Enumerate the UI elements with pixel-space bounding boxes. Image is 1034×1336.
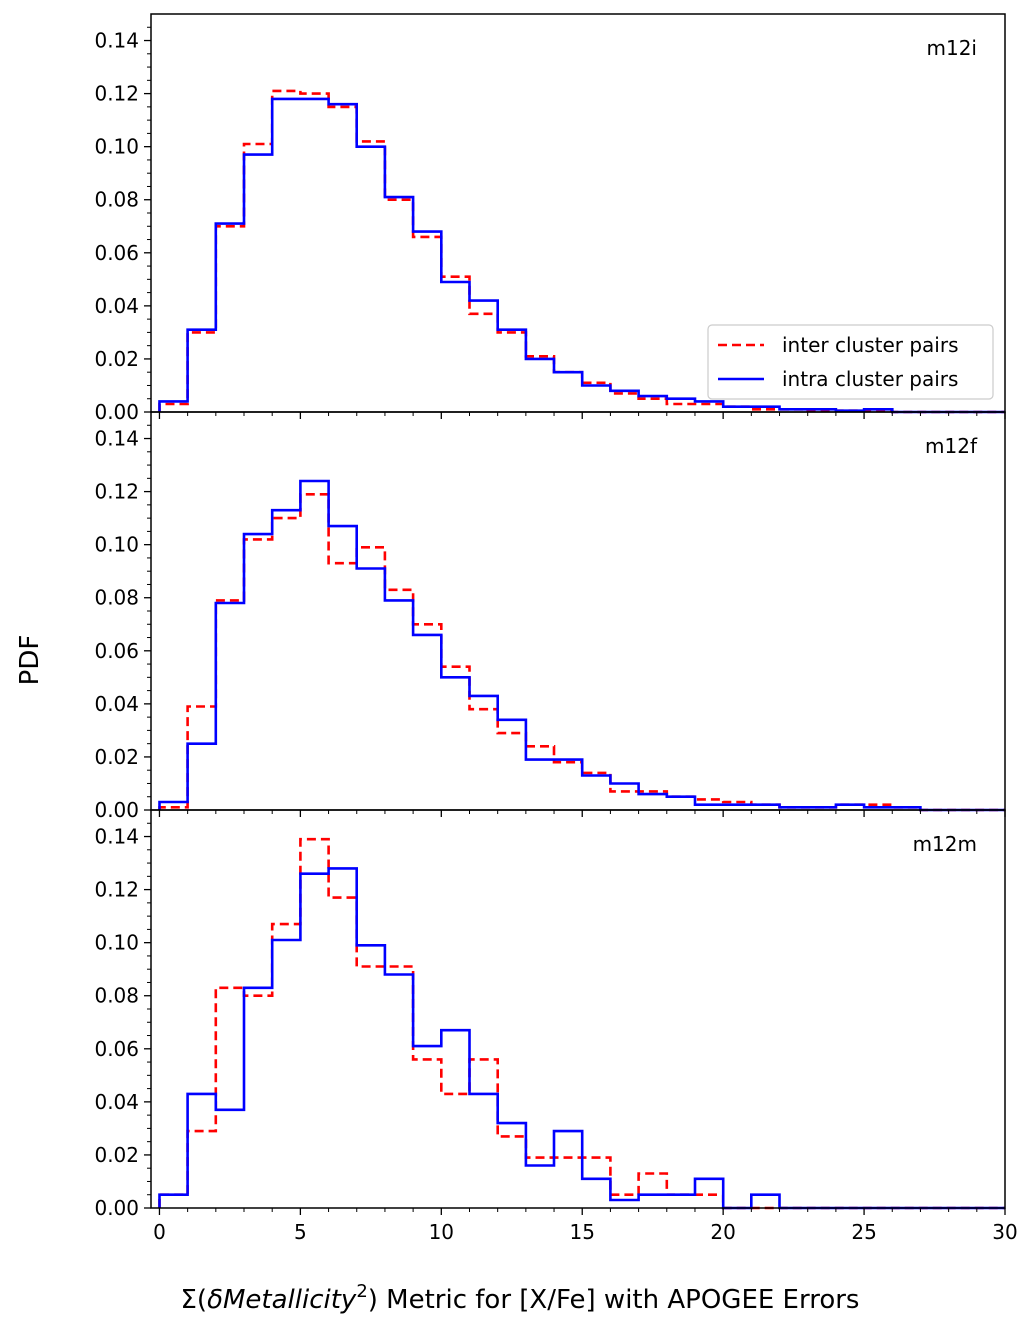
series-intra-cluster-pairs-m12m: [158, 867, 1005, 1210]
legend-box: [707, 324, 994, 400]
y-tick-label: 0.00: [94, 400, 139, 424]
x-tick-label: 30: [992, 1220, 1017, 1244]
y-tick-label: 0.14: [94, 825, 139, 849]
panel-m12i: 0.00 0.02 0.04 0.06 0.08 0.10 0.12 0.14 m12i: [94, 13, 1006, 424]
series-intra-cluster-pairs-m12f: [158, 479, 1005, 812]
panel-label-m12m: m12m: [913, 832, 977, 856]
panel-label-m12i: m12i: [927, 36, 978, 60]
legend-label-inter-cluster-pairs: inter cluster pairs: [782, 333, 958, 357]
x-tick-label: 15: [570, 1220, 595, 1244]
x-tick-label: 10: [429, 1220, 454, 1244]
x-tick-label: 0: [153, 1220, 166, 1244]
y-tick-label: 0.12: [94, 878, 139, 902]
panel-label-m12f: m12f: [925, 434, 978, 458]
y-tick-label: 0.06: [94, 241, 139, 265]
y-tick-label: 0.06: [94, 639, 139, 663]
y-tick-label: 0.14: [94, 29, 139, 53]
y-tick-label: 0.02: [94, 347, 139, 371]
y-tick-label: 0.02: [94, 745, 139, 769]
x-axis-label: Σ(δMetallicity2) Metric for [X/Fe] with …: [181, 1281, 860, 1315]
y-tick-label: 0.10: [94, 931, 139, 955]
y-tick-label: 0.00: [94, 1196, 139, 1220]
y-tick-label: 0.02: [94, 1143, 139, 1167]
y-tick-label: 0.12: [94, 480, 139, 504]
x-tick-label: 5: [294, 1220, 307, 1244]
y-tick-label: 0.08: [94, 188, 139, 212]
series-intra-cluster-pairs-m12i: [158, 97, 1005, 414]
y-tick-label: 0.04: [94, 692, 139, 716]
y-tick-label: 0.04: [94, 294, 139, 318]
panel-m12f: 0.00 0.02 0.04 0.06 0.08 0.10 0.12 0.14 m12f: [94, 411, 1006, 822]
x-tick-label: 25: [851, 1220, 876, 1244]
y-tick-label: 0.14: [94, 427, 139, 451]
y-tick-label: 0.08: [94, 586, 139, 610]
y-tick-label: 0.10: [94, 135, 139, 159]
panel-m12m: 0.00 0.02 0.04 0.06 0.08 0.10 0.12 0.14 0 5 10 15 20…: [94, 809, 1018, 1244]
y-tick-label: 0.08: [94, 984, 139, 1008]
y-tick-label: 0.04: [94, 1090, 139, 1114]
x-tick-label: 20: [710, 1220, 735, 1244]
y-tick-label: 0.00: [94, 798, 139, 822]
legend-label-intra-cluster-pairs: intra cluster pairs: [782, 367, 958, 391]
y-axis-label: PDF: [15, 635, 45, 686]
y-tick-label: 0.06: [94, 1037, 139, 1061]
y-tick-label: 0.10: [94, 533, 139, 557]
y-tick-label: 0.12: [94, 82, 139, 106]
